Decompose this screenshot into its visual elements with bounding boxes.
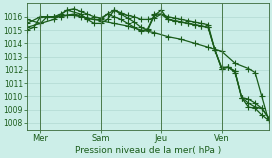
X-axis label: Pression niveau de la mer( hPa ): Pression niveau de la mer( hPa ): [75, 146, 221, 155]
